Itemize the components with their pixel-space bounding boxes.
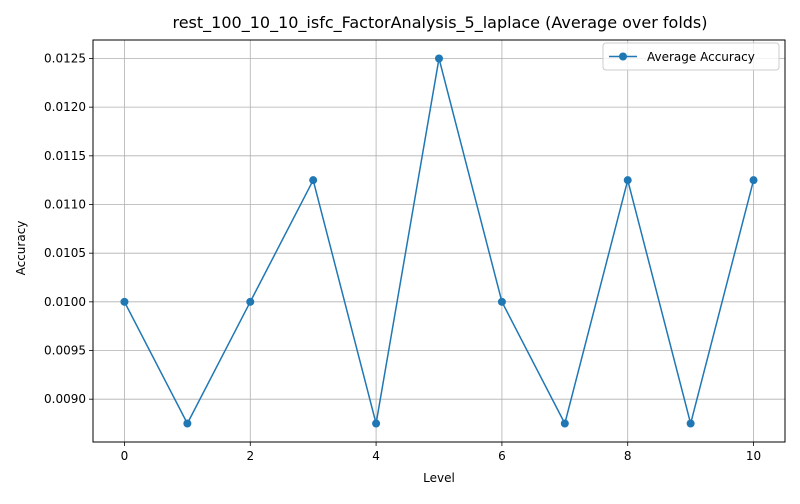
y-tick-label: 0.0125 [44,51,86,65]
x-axis-label: Level [423,471,455,485]
data-point [560,419,569,428]
x-tick-label: 4 [372,449,380,463]
data-point [435,54,443,63]
x-tick-label: 2 [246,449,254,463]
chart-title: rest_100_10_10_isfc_FactorAnalysis_5_lap… [172,13,707,33]
data-point [623,176,632,185]
data-point [749,176,758,185]
y-tick-label: 0.0115 [44,149,86,163]
data-point [246,297,255,306]
data-point [372,419,381,428]
y-tick-label: 0.0095 [44,344,86,358]
data-point [183,419,192,428]
legend-marker-swatch [619,52,627,61]
ticks: 0 2 4 6 8 10 0.0090 0.0095 0.0100 0.0105 0.0110 0.0… [44,51,761,463]
x-tick-label: 6 [498,449,506,463]
y-tick-label: 0.0105 [44,246,86,260]
y-tick-label: 0.0120 [44,100,86,114]
x-tick-label: 8 [624,449,632,463]
legend-label: Average Accuracy [647,50,755,64]
series-layer [120,54,758,428]
y-tick-label: 0.0110 [44,197,86,211]
y-tick-label: 0.0090 [44,392,86,406]
legend-box [602,42,780,71]
y-tick-label: 0.0100 [44,295,86,309]
x-tick-label: 10 [746,449,761,463]
y-axis-label: Accuracy [14,221,28,276]
plot-area-frame [92,39,786,443]
data-point [309,176,318,185]
data-point [120,297,129,306]
legend: Average Accuracy [602,42,780,71]
x-tick-label: 0 [121,449,129,463]
data-point [497,297,506,306]
data-point [686,419,695,428]
